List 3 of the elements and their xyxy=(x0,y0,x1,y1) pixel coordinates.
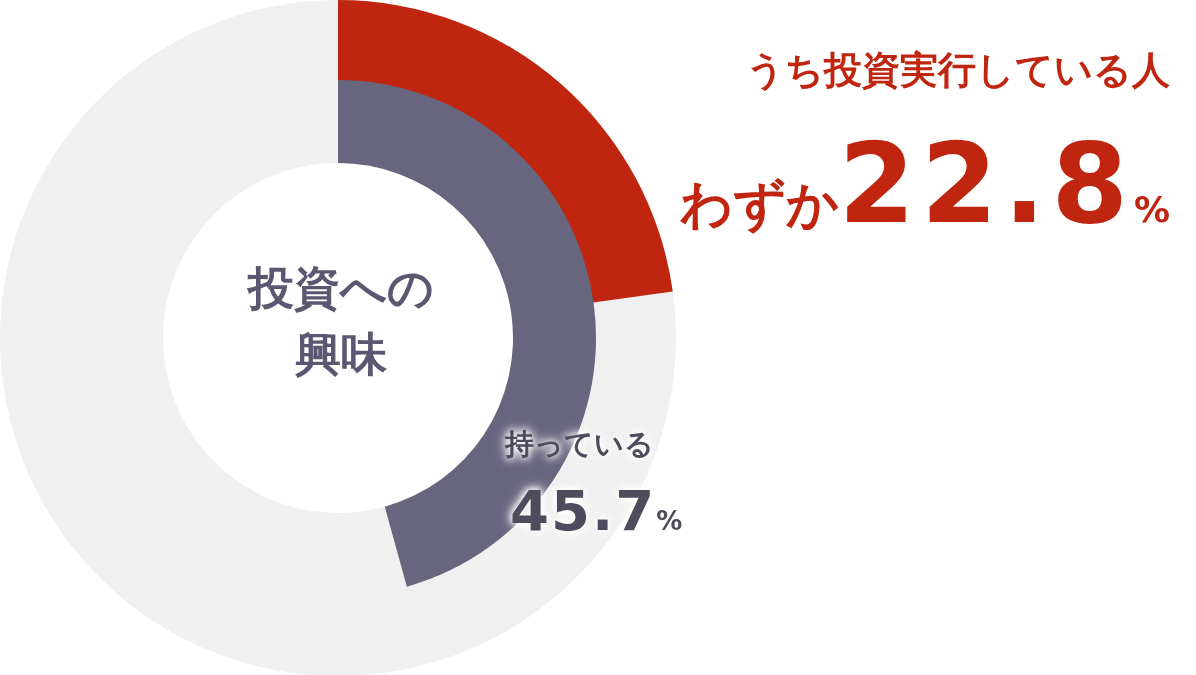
text: 投資への興味 xyxy=(246,260,435,383)
data-label: わずか22.8% xyxy=(679,120,1170,248)
slice-label: うち投資実行している人 xyxy=(746,47,1170,94)
